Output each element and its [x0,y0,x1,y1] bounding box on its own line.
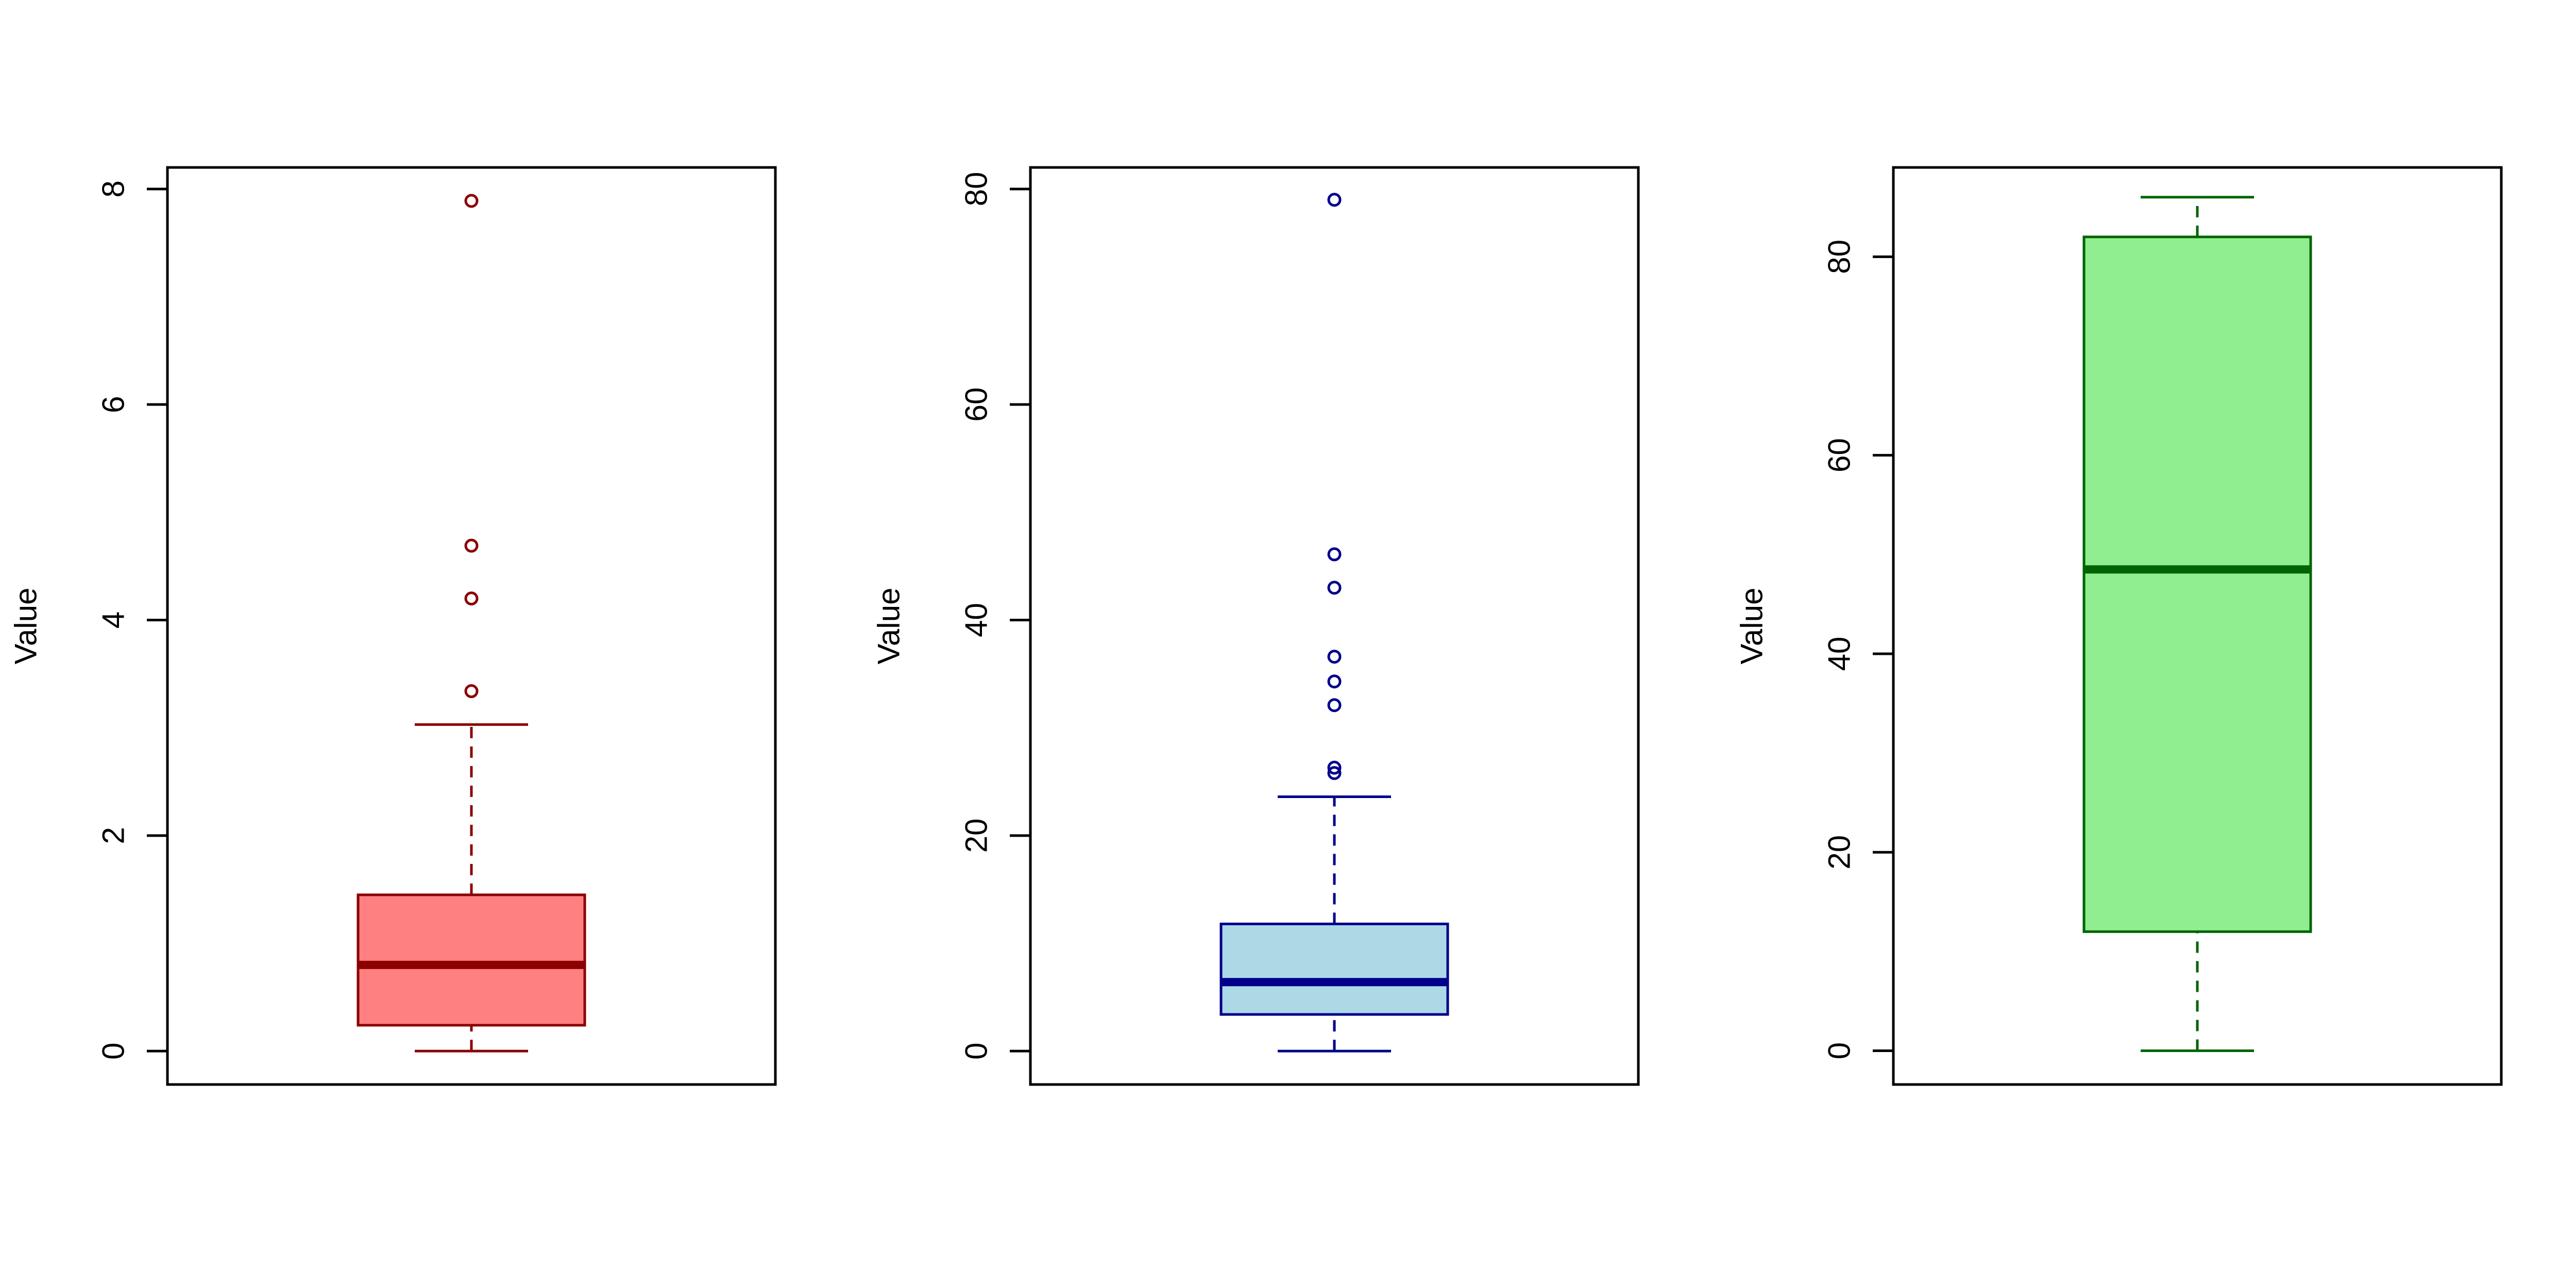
outlier-point [1327,650,1342,664]
y-tick-label: 20 [1822,835,1857,870]
y-tick-label: 4 [96,612,131,629]
outlier-point [1327,760,1342,775]
y-tick-label: 0 [1822,1042,1857,1059]
outlier-point [1327,698,1342,713]
outlier-point [1327,674,1342,689]
y-tick-label: 8 [96,180,131,197]
y-tick-label: 2 [96,827,131,844]
y-axis-label: Value [1735,587,1769,664]
boxplot-panel-2: 0 20 40 60 80 Value [872,166,1640,1086]
y-axis: 0 20 40 60 80 [959,172,1030,1060]
plot-frame [1892,166,2503,1086]
y-axis-label: Value [872,587,906,664]
outlier-point [1327,547,1342,562]
outlier-point [1327,193,1342,207]
outlier-point [464,194,479,208]
interquartile-box [357,893,586,1027]
y-tick-label: 0 [96,1042,131,1059]
y-tick-label: 80 [1822,240,1857,274]
y-tick-label: 80 [959,172,994,206]
y-tick-label: 6 [96,396,131,413]
y-tick-label: 60 [1822,438,1857,472]
boxplot-panel-3: 0 20 40 60 80 Value [1735,166,2503,1086]
boxplot-panel-1: 0 2 4 6 8 Value [9,166,777,1086]
plot-frame [1029,166,1640,1086]
y-axis: 0 2 4 6 8 [96,180,167,1060]
plot-frame [166,166,777,1086]
y-axis: 0 20 40 60 80 [1822,240,1893,1059]
y-tick-label: 20 [959,818,994,853]
interquartile-box [2082,235,2312,933]
outlier-point [1327,581,1342,595]
y-tick-label: 40 [959,603,994,637]
outlier-point [464,538,479,553]
y-axis-label: Value [9,587,43,664]
y-tick-label: 0 [959,1042,994,1059]
outlier-point [464,591,479,606]
outlier-point [464,684,479,699]
y-tick-label: 40 [1822,637,1857,671]
y-tick-label: 60 [959,387,994,422]
interquartile-box [1219,922,1449,1016]
outlier-point [1327,766,1342,781]
